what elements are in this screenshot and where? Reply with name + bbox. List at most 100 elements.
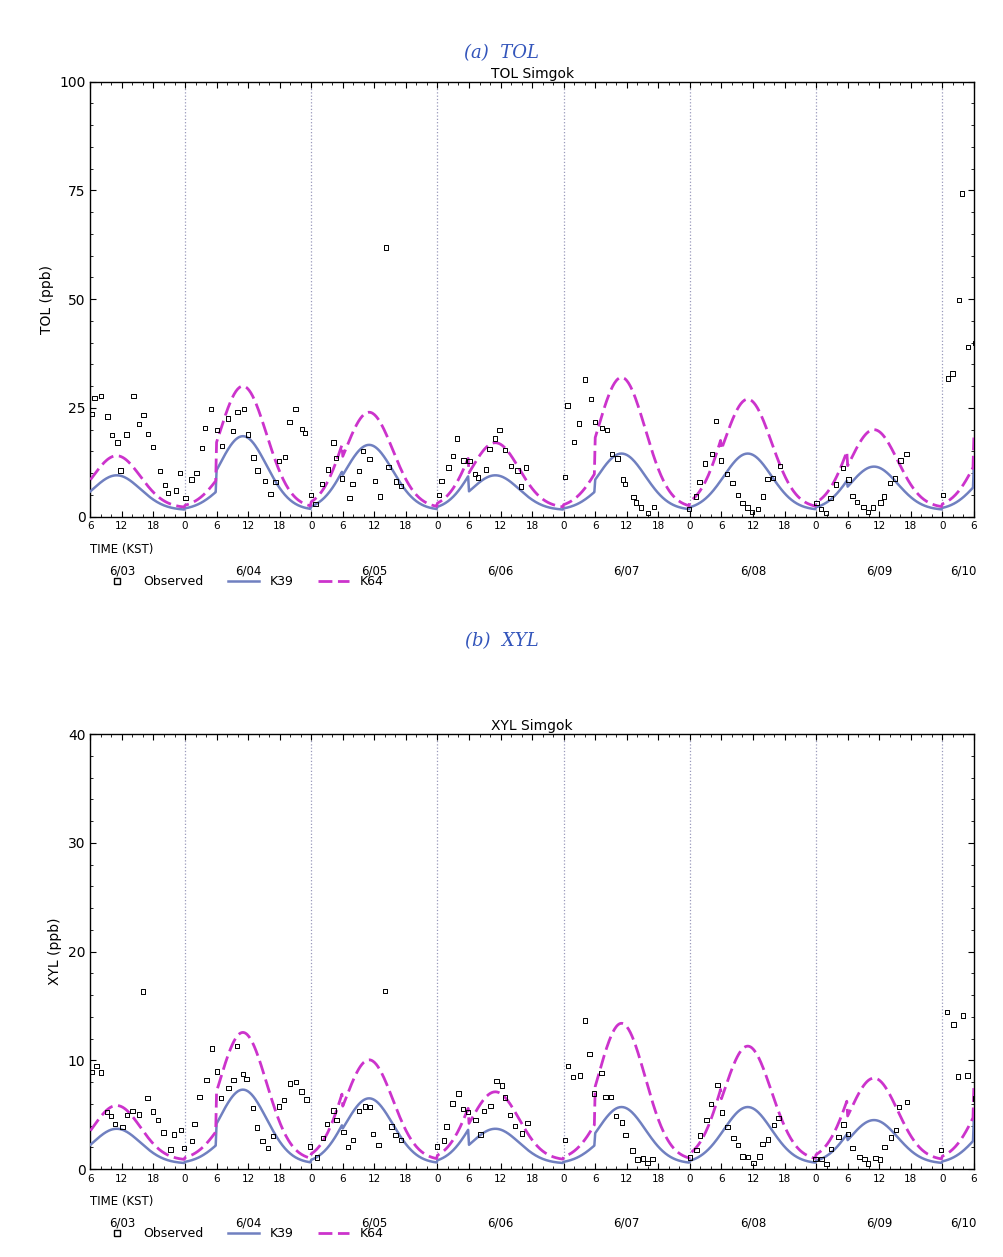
Observed bbox=[430, 485, 446, 505]
Observed bbox=[102, 1106, 118, 1126]
K64 bbox=[615, 1016, 627, 1031]
Observed bbox=[844, 1138, 860, 1158]
Title: XYL Simgok: XYL Simgok bbox=[490, 719, 573, 733]
Observed bbox=[759, 469, 775, 489]
Observed bbox=[691, 1125, 707, 1145]
Observed bbox=[344, 474, 360, 494]
Observed bbox=[739, 1148, 755, 1168]
Observed bbox=[882, 1128, 898, 1148]
Observed bbox=[739, 498, 755, 518]
Observed bbox=[614, 470, 630, 490]
Observed bbox=[702, 1094, 718, 1114]
Observed bbox=[365, 1124, 381, 1144]
Observed bbox=[155, 1123, 172, 1143]
Observed bbox=[940, 368, 956, 388]
Line: K64: K64 bbox=[90, 377, 973, 507]
Observed bbox=[214, 436, 230, 456]
Observed bbox=[628, 493, 644, 513]
Text: 6/04: 6/04 bbox=[235, 1217, 261, 1229]
Observed bbox=[496, 440, 513, 460]
Observed bbox=[571, 414, 587, 434]
Line: K39: K39 bbox=[90, 1090, 973, 1163]
Observed bbox=[276, 1090, 292, 1110]
Observed bbox=[318, 1114, 334, 1134]
Observed bbox=[341, 488, 357, 508]
Observed bbox=[771, 456, 787, 476]
Observed bbox=[709, 1075, 725, 1095]
Text: 6/07: 6/07 bbox=[613, 1217, 639, 1229]
Observed bbox=[145, 437, 161, 458]
Observed bbox=[829, 1128, 846, 1148]
Observed bbox=[867, 1148, 883, 1168]
K39 bbox=[237, 429, 249, 444]
Observed bbox=[822, 1139, 839, 1159]
Observed bbox=[135, 405, 151, 425]
Observed bbox=[361, 449, 377, 469]
Observed bbox=[271, 451, 287, 471]
K39 bbox=[95, 474, 107, 489]
Observed bbox=[966, 1089, 982, 1109]
Observed bbox=[268, 471, 284, 491]
Observed bbox=[144, 1101, 160, 1121]
Observed bbox=[293, 1081, 309, 1101]
K64 bbox=[615, 370, 627, 385]
Observed bbox=[370, 1135, 386, 1155]
Observed bbox=[855, 497, 871, 517]
Line: K64: K64 bbox=[90, 1023, 973, 1159]
Observed bbox=[572, 1066, 588, 1086]
Observed bbox=[945, 1014, 961, 1035]
Observed bbox=[816, 503, 832, 523]
Observed bbox=[172, 463, 188, 483]
Observed bbox=[320, 459, 336, 479]
Text: 6/09: 6/09 bbox=[866, 1217, 892, 1229]
Observed bbox=[254, 1131, 270, 1151]
Observed bbox=[602, 1087, 618, 1107]
Observed bbox=[156, 475, 173, 495]
Observed bbox=[245, 1099, 261, 1119]
Observed bbox=[260, 1138, 276, 1158]
Observed bbox=[872, 1149, 888, 1169]
Observed bbox=[503, 456, 519, 476]
Observed bbox=[249, 1117, 265, 1138]
Observed bbox=[124, 1101, 140, 1121]
Text: 6/10: 6/10 bbox=[949, 564, 976, 577]
Observed bbox=[613, 1112, 629, 1133]
K64 bbox=[247, 390, 259, 405]
Observed bbox=[139, 1087, 155, 1107]
Observed bbox=[344, 1130, 360, 1150]
Observed bbox=[680, 499, 696, 519]
Text: 6/06: 6/06 bbox=[486, 564, 514, 577]
Observed bbox=[491, 420, 508, 440]
Observed bbox=[593, 1063, 609, 1084]
Observed bbox=[469, 468, 485, 488]
Observed bbox=[271, 1096, 287, 1116]
Text: (a)  TOL: (a) TOL bbox=[464, 44, 539, 62]
Observed bbox=[585, 1084, 601, 1104]
Text: 6/05: 6/05 bbox=[361, 564, 387, 577]
Observed bbox=[617, 1125, 633, 1145]
K39 bbox=[248, 1090, 260, 1105]
Observed bbox=[165, 1125, 182, 1145]
Observed bbox=[881, 473, 897, 493]
Observed bbox=[176, 1138, 192, 1158]
Observed bbox=[459, 1102, 475, 1123]
Observed bbox=[249, 460, 265, 480]
Text: (b)  XYL: (b) XYL bbox=[464, 632, 539, 650]
Observed bbox=[197, 417, 213, 437]
Observed bbox=[334, 469, 350, 489]
Observed bbox=[203, 400, 219, 420]
Observed bbox=[703, 444, 719, 464]
Observed bbox=[131, 414, 147, 434]
Legend: Observed, K39, K64: Observed, K39, K64 bbox=[96, 1222, 388, 1246]
Observed bbox=[246, 447, 262, 468]
Observed bbox=[173, 1120, 189, 1140]
Observed bbox=[639, 1153, 655, 1173]
Observed bbox=[475, 1101, 491, 1121]
Observed bbox=[603, 444, 619, 464]
Observed bbox=[454, 1099, 470, 1119]
Text: TIME (KST): TIME (KST) bbox=[90, 1195, 153, 1208]
Observed bbox=[168, 480, 184, 500]
Observed bbox=[688, 1140, 704, 1160]
Y-axis label: TOL (ppb): TOL (ppb) bbox=[39, 265, 53, 333]
Observed bbox=[633, 498, 649, 518]
